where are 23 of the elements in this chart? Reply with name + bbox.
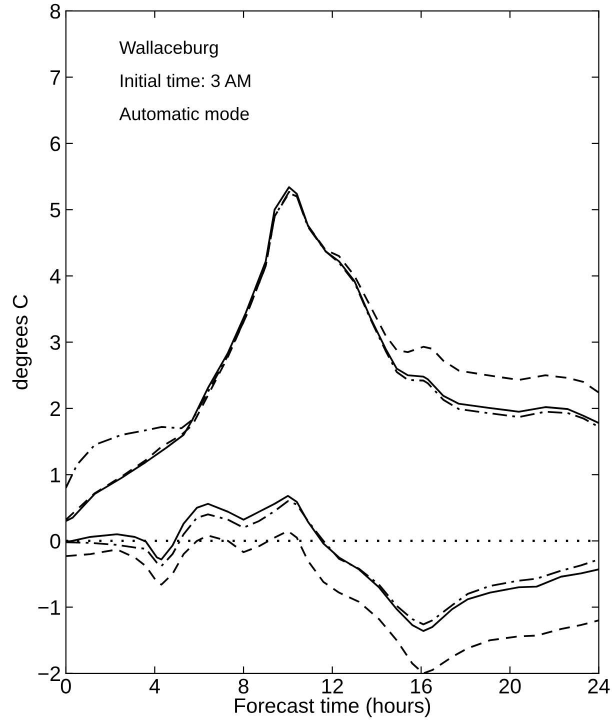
x-tick-label: 0 [60, 678, 71, 694]
y-tick-label: 8 [50, 4, 60, 19]
annotation: Automatic mode [119, 106, 249, 120]
y-tick-label: 3 [50, 335, 60, 350]
x-tick-label: 16 [411, 678, 432, 694]
y-tick-label: −1 [38, 600, 60, 615]
x-tick-label: 12 [322, 678, 343, 694]
y-tick-label: 7 [50, 70, 60, 85]
y-tick-label: 4 [50, 269, 60, 284]
annotation: Wallaceburg [119, 40, 218, 58]
x-tick-label: 8 [238, 678, 248, 694]
y-tick-label: −2 [38, 666, 60, 681]
y-tick-label: 5 [50, 202, 60, 218]
x-axis-title: Forecast time (hours) [235, 698, 430, 718]
x-tick-label: 24 [588, 678, 610, 694]
y-axis-title: degrees C [12, 294, 32, 390]
y-tick-label: 0 [50, 534, 60, 549]
y-tick-label: 2 [50, 401, 60, 416]
x-tick-label: 20 [499, 678, 521, 694]
x-tick-label: 4 [149, 679, 160, 694]
y-tick-label: 1 [51, 468, 60, 482]
annotation: Initial time: 3 AM [120, 74, 250, 88]
y-tick-label: 6 [50, 136, 60, 152]
